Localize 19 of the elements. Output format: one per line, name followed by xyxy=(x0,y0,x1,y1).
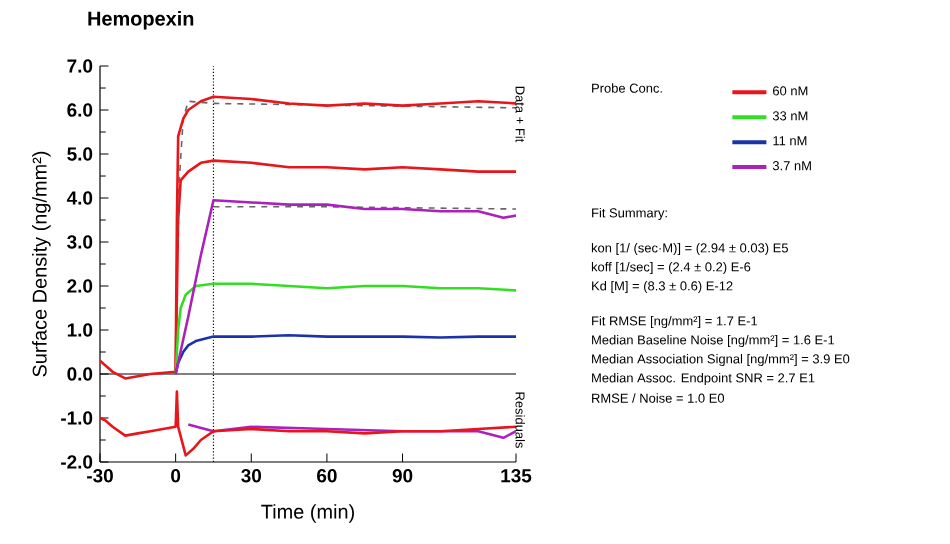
y-tick-label: 4.0 xyxy=(66,191,93,205)
x-tick-label: 30 xyxy=(241,469,262,483)
y-tick-label: 5.0 xyxy=(67,147,93,161)
y-tick-label: -1.0 xyxy=(61,411,93,425)
x-tick-label: 0 xyxy=(171,469,181,483)
x-tick-label: -30 xyxy=(87,469,113,483)
y-tick-label: 0.0 xyxy=(67,367,93,381)
y-tick-label: 6.0 xyxy=(67,103,93,117)
y-tick-label: 2.0 xyxy=(67,279,93,293)
x-tick-label: 135 xyxy=(501,469,532,483)
y-tick-label: 3.0 xyxy=(67,235,93,249)
y-tick-label: -2.0 xyxy=(61,455,93,469)
y-tick-label: 7.0 xyxy=(67,59,93,73)
y-tick-label: 1.0 xyxy=(67,323,93,337)
x-tick-label: 90 xyxy=(392,469,413,483)
x-tick-label: 60 xyxy=(317,469,337,483)
chart-title: Hemopexin xyxy=(88,11,194,30)
x-axis-title: Time (min) xyxy=(261,504,354,523)
y-axis-title: Surface Density (ng/mm²) xyxy=(32,151,51,377)
